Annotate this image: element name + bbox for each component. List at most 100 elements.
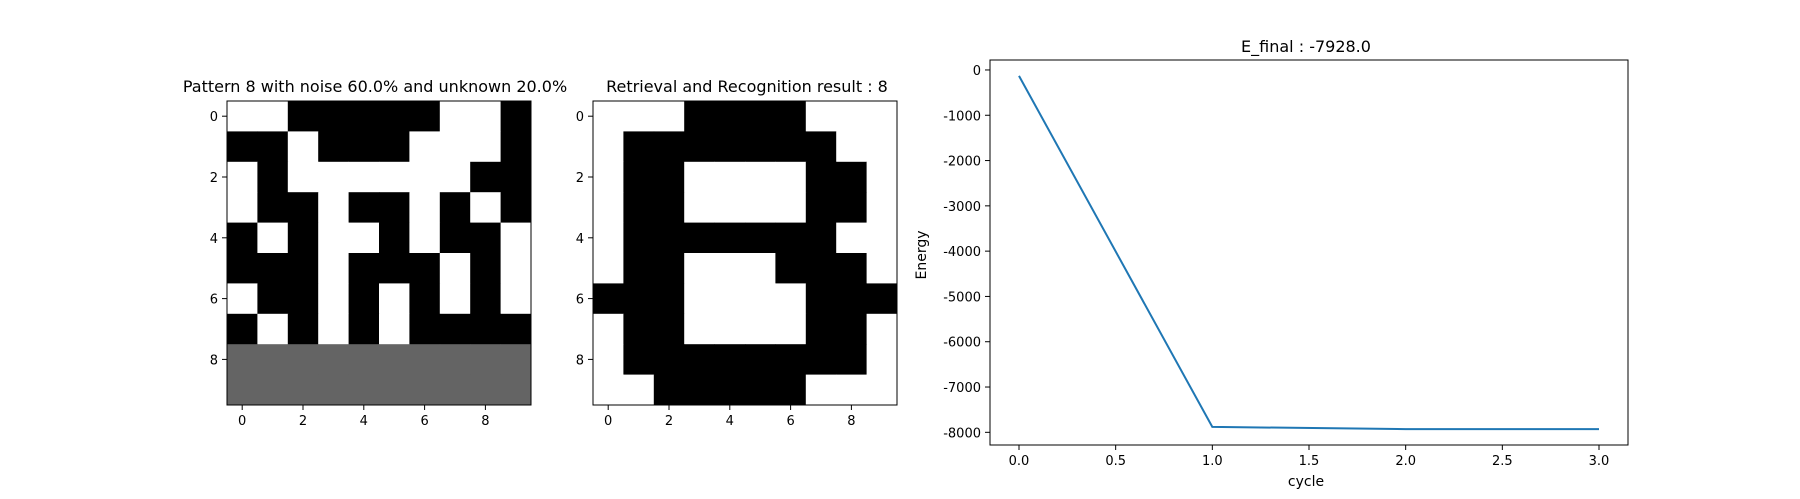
heatmap-cell <box>684 101 715 132</box>
heatmap-cell <box>593 344 624 375</box>
heatmap-cell <box>653 222 685 254</box>
y-tick-label: -6000 <box>943 336 981 351</box>
heatmap-cell <box>287 101 319 132</box>
heatmap-cell <box>836 283 867 315</box>
heatmap-cell <box>714 222 746 254</box>
heatmap-cell <box>439 192 471 223</box>
x-tick-label: 2 <box>299 414 307 429</box>
heatmap-cell <box>348 313 380 345</box>
heatmap-cell <box>257 374 289 406</box>
y-tick-label: -8000 <box>943 426 981 441</box>
heatmap-cell <box>318 283 349 315</box>
heatmap-cell <box>500 374 532 406</box>
heatmap-cell <box>409 192 441 223</box>
heatmap-cell <box>348 283 380 315</box>
heatmap-cell <box>470 283 501 315</box>
heatmap-cell <box>714 131 746 163</box>
heatmap-cell <box>348 101 380 132</box>
heatmap-cell <box>227 253 258 284</box>
heatmap-cell <box>866 101 898 132</box>
heatmap-cell <box>379 374 410 406</box>
heatmap-frame <box>226 100 532 406</box>
y-tick-label: 2 <box>576 171 584 186</box>
heatmap-cell <box>866 222 898 254</box>
heatmap-cell <box>409 101 441 132</box>
heatmap-cell <box>805 283 837 315</box>
x-tick-label: 6 <box>786 414 794 429</box>
heatmap-cell <box>805 253 837 284</box>
heatmap-cell <box>805 101 837 132</box>
heatmap-cell <box>379 131 410 163</box>
heatmap-cell <box>348 344 380 375</box>
heatmap-cell <box>745 283 776 315</box>
x-tick-label: 3.0 <box>1589 454 1610 469</box>
heatmap-cell <box>745 101 776 132</box>
heatmap-cell <box>866 131 898 163</box>
heatmap-cell <box>623 192 655 223</box>
heatmap-cell <box>500 344 532 375</box>
heatmap-cell <box>257 161 289 193</box>
heatmap-cell <box>805 222 837 254</box>
heatmap-cell <box>379 313 410 345</box>
heatmap-cell <box>653 313 685 345</box>
heatmap-cell <box>593 101 624 132</box>
heatmap-cell <box>318 344 349 375</box>
energy-y-axis-label: Energy <box>914 230 930 279</box>
heatmap-cell <box>866 283 898 315</box>
heatmap-cell <box>318 161 349 193</box>
heatmap-cell <box>836 161 867 193</box>
heatmap-cell <box>227 313 258 345</box>
heatmap-cell <box>653 283 685 315</box>
heatmap-cell <box>866 161 898 193</box>
heatmap-cell <box>439 222 471 254</box>
heatmap-cell <box>745 161 776 193</box>
heatmap-cell <box>470 222 501 254</box>
heatmap-cell <box>470 253 501 284</box>
heatmap-cell <box>409 283 441 315</box>
heatmap-cell <box>714 374 746 406</box>
heatmap-cell <box>348 192 380 223</box>
energy-plot-panel: E_final : -7928.0 cycle Energy 0.0 0.5 1.0… <box>914 37 1629 490</box>
heatmap-cell <box>470 161 501 193</box>
heatmap-cell <box>379 222 410 254</box>
heatmap-cell <box>684 161 715 193</box>
y-tick-label: 0 <box>576 110 584 125</box>
heatmap-cell <box>775 283 807 315</box>
heatmap-cell <box>500 192 532 223</box>
heatmap-cell <box>257 253 289 284</box>
x-tick-label: 2 <box>665 414 673 429</box>
heatmap-cell <box>745 192 776 223</box>
heatmap-cell <box>775 253 807 284</box>
heatmap-cell <box>379 101 410 132</box>
heatmap-cell <box>745 253 776 284</box>
heatmap-cell <box>227 222 258 254</box>
heatmap-cell <box>653 344 685 375</box>
heatmap-cell <box>593 131 624 163</box>
heatmap-cell <box>836 192 867 223</box>
heatmap-cell <box>409 222 441 254</box>
recognition-result-panel: Retrieval and Recognition result : 8 0 2 4… <box>576 77 898 429</box>
heatmap-cell <box>318 374 349 406</box>
heatmap-cell <box>684 222 715 254</box>
heatmap-cell <box>745 313 776 345</box>
x-tick-label: 0 <box>238 414 246 429</box>
heatmap-cell <box>623 101 655 132</box>
heatmap-cell <box>866 253 898 284</box>
x-tick-label: 1.0 <box>1202 454 1223 469</box>
heatmap-cell <box>500 283 532 315</box>
heatmap-cell <box>257 101 289 132</box>
heatmap-cell <box>409 253 441 284</box>
heatmap-cell <box>500 131 532 163</box>
heatmap-cell <box>257 192 289 223</box>
heatmap-cell <box>684 253 715 284</box>
heatmap-cell <box>257 222 289 254</box>
heatmap-cell <box>227 374 258 406</box>
heatmap-cell <box>866 313 898 345</box>
heatmap-cell <box>379 192 410 223</box>
heatmap-cell <box>866 344 898 375</box>
heatmap-cell <box>227 192 258 223</box>
heatmap-cell <box>775 161 807 193</box>
heatmap-cell <box>836 313 867 345</box>
heatmap-cell <box>227 283 258 315</box>
heatmap-cell <box>470 131 501 163</box>
